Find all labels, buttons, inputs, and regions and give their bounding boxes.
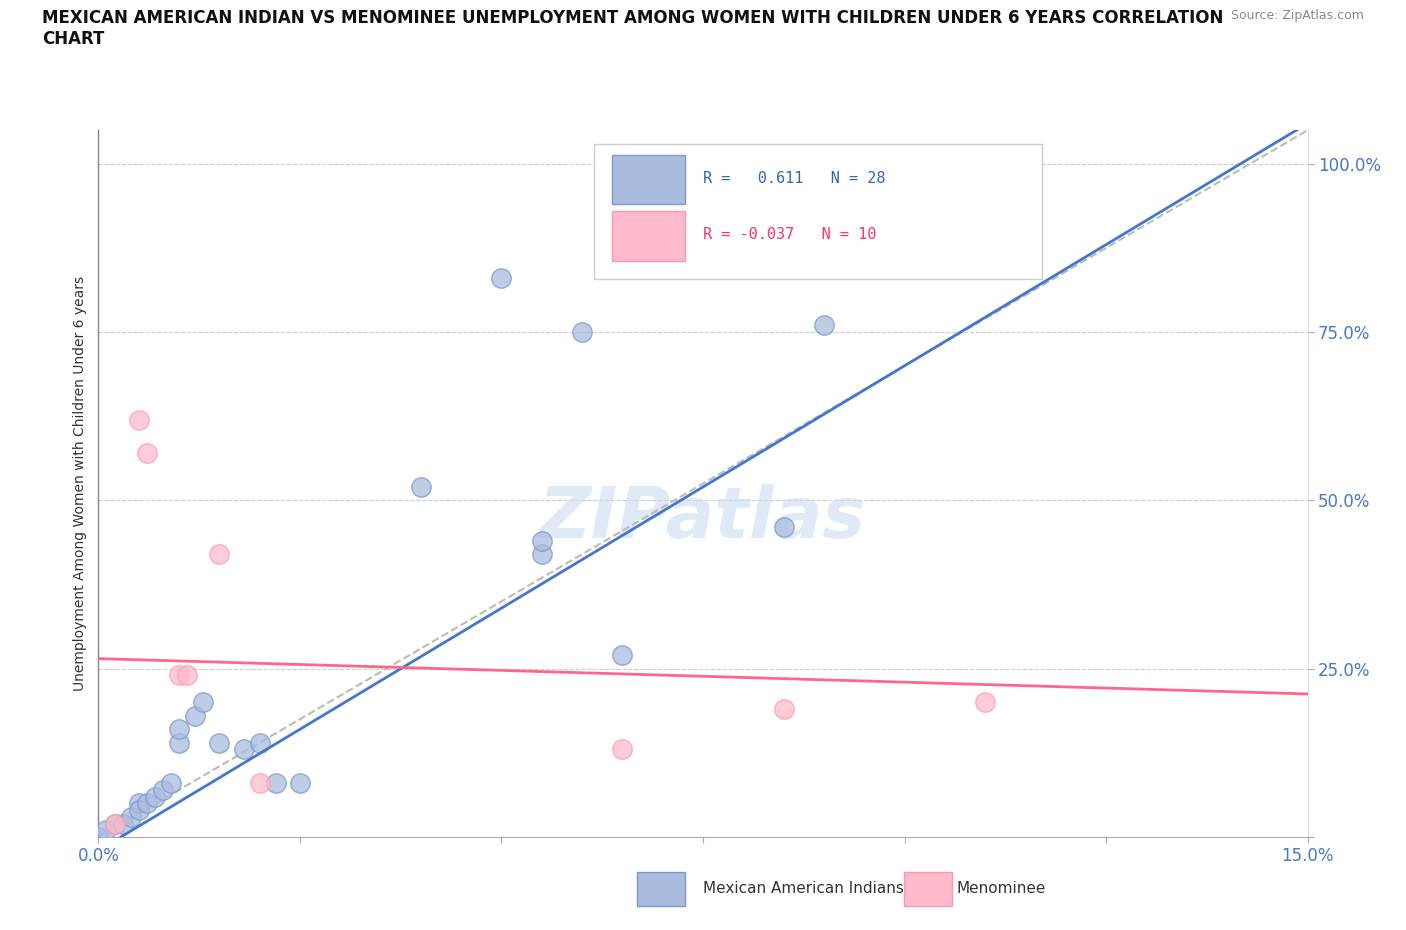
Text: R = -0.037   N = 10: R = -0.037 N = 10 bbox=[703, 227, 876, 243]
Text: MEXICAN AMERICAN INDIAN VS MENOMINEE UNEMPLOYMENT AMONG WOMEN WITH CHILDREN UNDE: MEXICAN AMERICAN INDIAN VS MENOMINEE UNE… bbox=[42, 9, 1223, 48]
FancyBboxPatch shape bbox=[595, 144, 1042, 279]
Text: ZIPatlas: ZIPatlas bbox=[540, 485, 866, 553]
Text: Source: ZipAtlas.com: Source: ZipAtlas.com bbox=[1230, 9, 1364, 22]
Text: Menominee: Menominee bbox=[956, 881, 1046, 896]
Y-axis label: Unemployment Among Women with Children Under 6 years: Unemployment Among Women with Children U… bbox=[73, 276, 87, 691]
FancyBboxPatch shape bbox=[612, 155, 685, 205]
FancyBboxPatch shape bbox=[612, 211, 685, 261]
Text: Mexican American Indians: Mexican American Indians bbox=[703, 881, 904, 896]
Text: R =   0.611   N = 28: R = 0.611 N = 28 bbox=[703, 171, 886, 186]
